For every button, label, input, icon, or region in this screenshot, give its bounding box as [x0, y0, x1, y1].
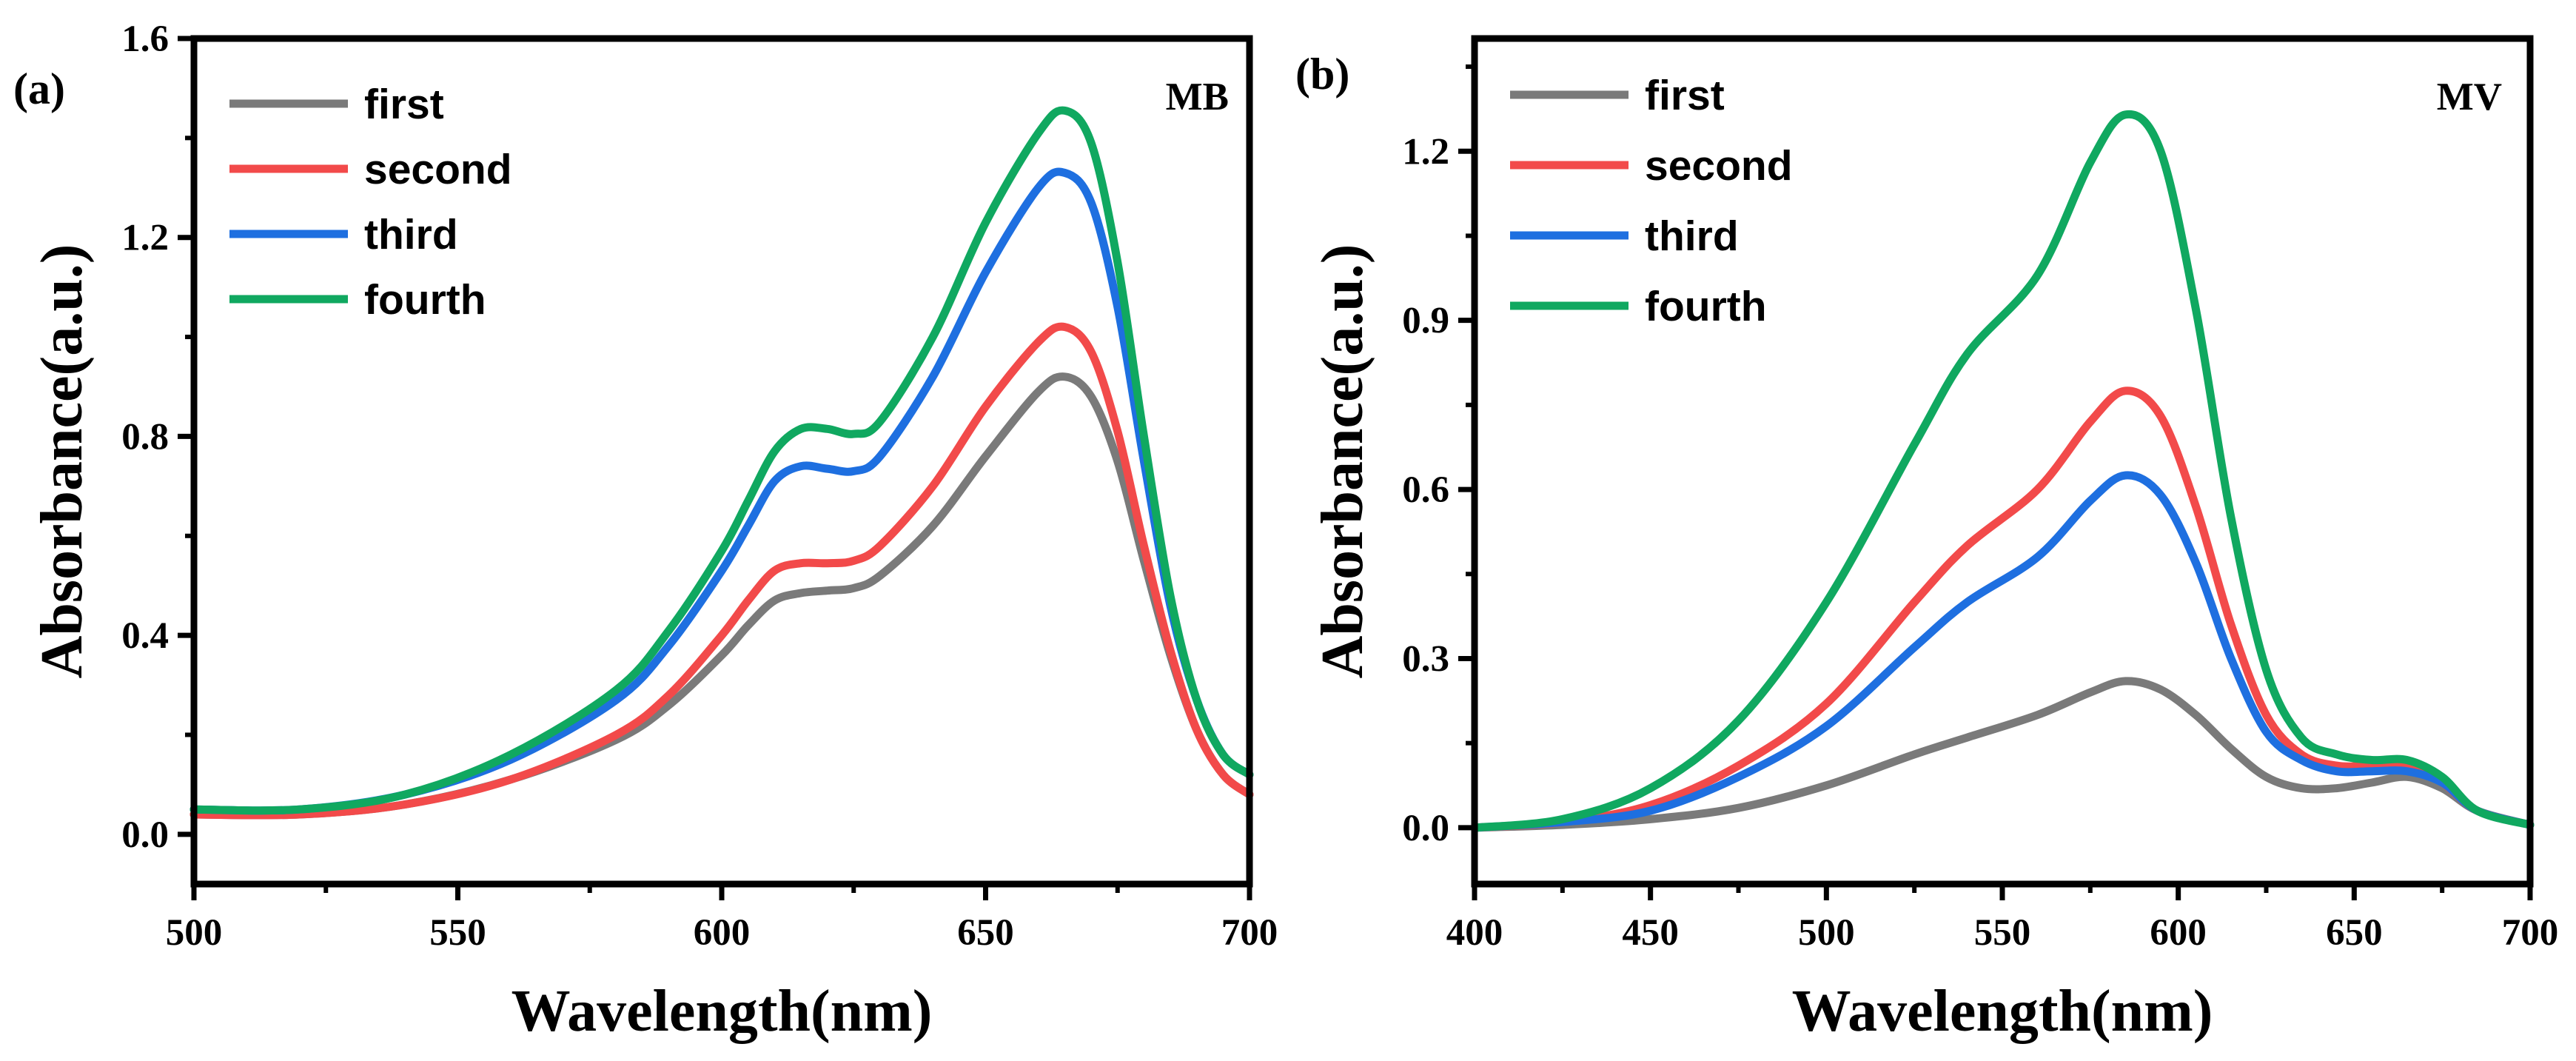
panel-a: 500 550 600 650 700 0.0 0.4 0.8 1.2 1.6 first seco…: [13, 19, 1278, 1044]
panel-b-ticks: 400 450 500 550 600 650 700 0.0 0.3 0.6 0.9 1.2: [1402, 64, 2559, 954]
panel-b-label: (b): [1295, 50, 1349, 98]
panel-a-y-tick-label: 0.4: [121, 615, 169, 657]
panel-b-series-third-line: [1470, 471, 2535, 832]
panel-a-ticks: 500 550 600 650 700 0.0 0.4 0.8 1.2 1.6: [121, 19, 1278, 954]
panel-a-legend-first-label: first: [364, 81, 444, 128]
panel-b: 400 450 500 550 600 650 700 0.0 0.3 0.6 0.9 1.2 fir…: [1295, 35, 2559, 1044]
panel-a-x-tick-label: 550: [429, 912, 486, 954]
panel-a-x-tick-label: 600: [694, 912, 751, 954]
panel-b-legend-second-label: second: [1645, 142, 1793, 190]
panel-a-y-axis-title: Absorbance(a.u.): [30, 244, 95, 679]
panel-b-legend: first second third fourth: [1510, 72, 1793, 330]
panel-a-label: (a): [13, 64, 65, 113]
panel-b-y-tick-label: 1.2: [1402, 131, 1449, 173]
panel-b-series-second-line: [1470, 386, 2535, 832]
panel-b-x-tick-label: 400: [1446, 912, 1503, 954]
panel-a-legend-third-label: third: [364, 211, 458, 258]
panel-a-tag: MB: [1166, 76, 1229, 118]
panel-a-y-tick-label: 1.2: [121, 218, 169, 259]
panel-a-x-tick-label: 650: [957, 912, 1014, 954]
panel-b-legend-first-label: first: [1645, 72, 1725, 119]
panel-b-series-first-line: [1470, 677, 2535, 832]
panel-a-y-tick-label: 0.0: [121, 814, 169, 856]
panel-a-x-tick-label: 500: [166, 912, 223, 954]
panel-a-x-tick-label: 700: [1221, 912, 1278, 954]
panel-b-x-tick-label: 550: [1974, 912, 2031, 954]
panel-a-legend-fourth-label: fourth: [364, 276, 486, 324]
panel-b-x-axis-title: Wavelength(nm): [1792, 979, 2213, 1044]
panel-a-series-third-line: [189, 167, 1254, 815]
panel-a-series-fourth-line: [189, 106, 1254, 815]
panel-b-y-axis-title: Absorbance(a.u.): [1310, 244, 1375, 679]
panel-b-x-tick-label: 450: [1622, 912, 1679, 954]
panel-b-x-tick-label: 500: [1798, 912, 1855, 954]
panel-a-series-second-line: [189, 322, 1254, 820]
panel-b-y-tick-label: 0.9: [1402, 301, 1449, 342]
panel-b-y-tick-label: 0.0: [1402, 808, 1449, 849]
panel-a-y-tick-label: 1.6: [121, 19, 169, 60]
panel-b-series-fourth-line: [1470, 110, 2535, 832]
panel-b-y-tick-label: 0.6: [1402, 469, 1449, 511]
panel-b-legend-third-label: third: [1645, 212, 1739, 260]
panel-b-legend-fourth-label: fourth: [1645, 283, 1767, 330]
panel-b-x-tick-label: 700: [2502, 912, 2559, 954]
panel-a-series-first-line: [189, 372, 1254, 820]
panel-b-y-tick-label: 0.3: [1402, 638, 1449, 680]
panel-a-y-tick-label: 0.8: [121, 416, 169, 458]
panel-a-legend: first second third fourth: [229, 81, 512, 324]
panel-b-x-tick-label: 650: [2326, 912, 2383, 954]
panel-a-legend-second-label: second: [364, 146, 512, 193]
panel-b-x-tick-label: 600: [2150, 912, 2207, 954]
panel-b-tag: MV: [2437, 76, 2502, 118]
panel-a-x-axis-title: Wavelength(nm): [511, 979, 933, 1044]
panel-b-series-group: [1470, 110, 2535, 832]
panel-a-plot-frame: [190, 35, 1253, 888]
panel-a-series-group: [189, 106, 1254, 820]
